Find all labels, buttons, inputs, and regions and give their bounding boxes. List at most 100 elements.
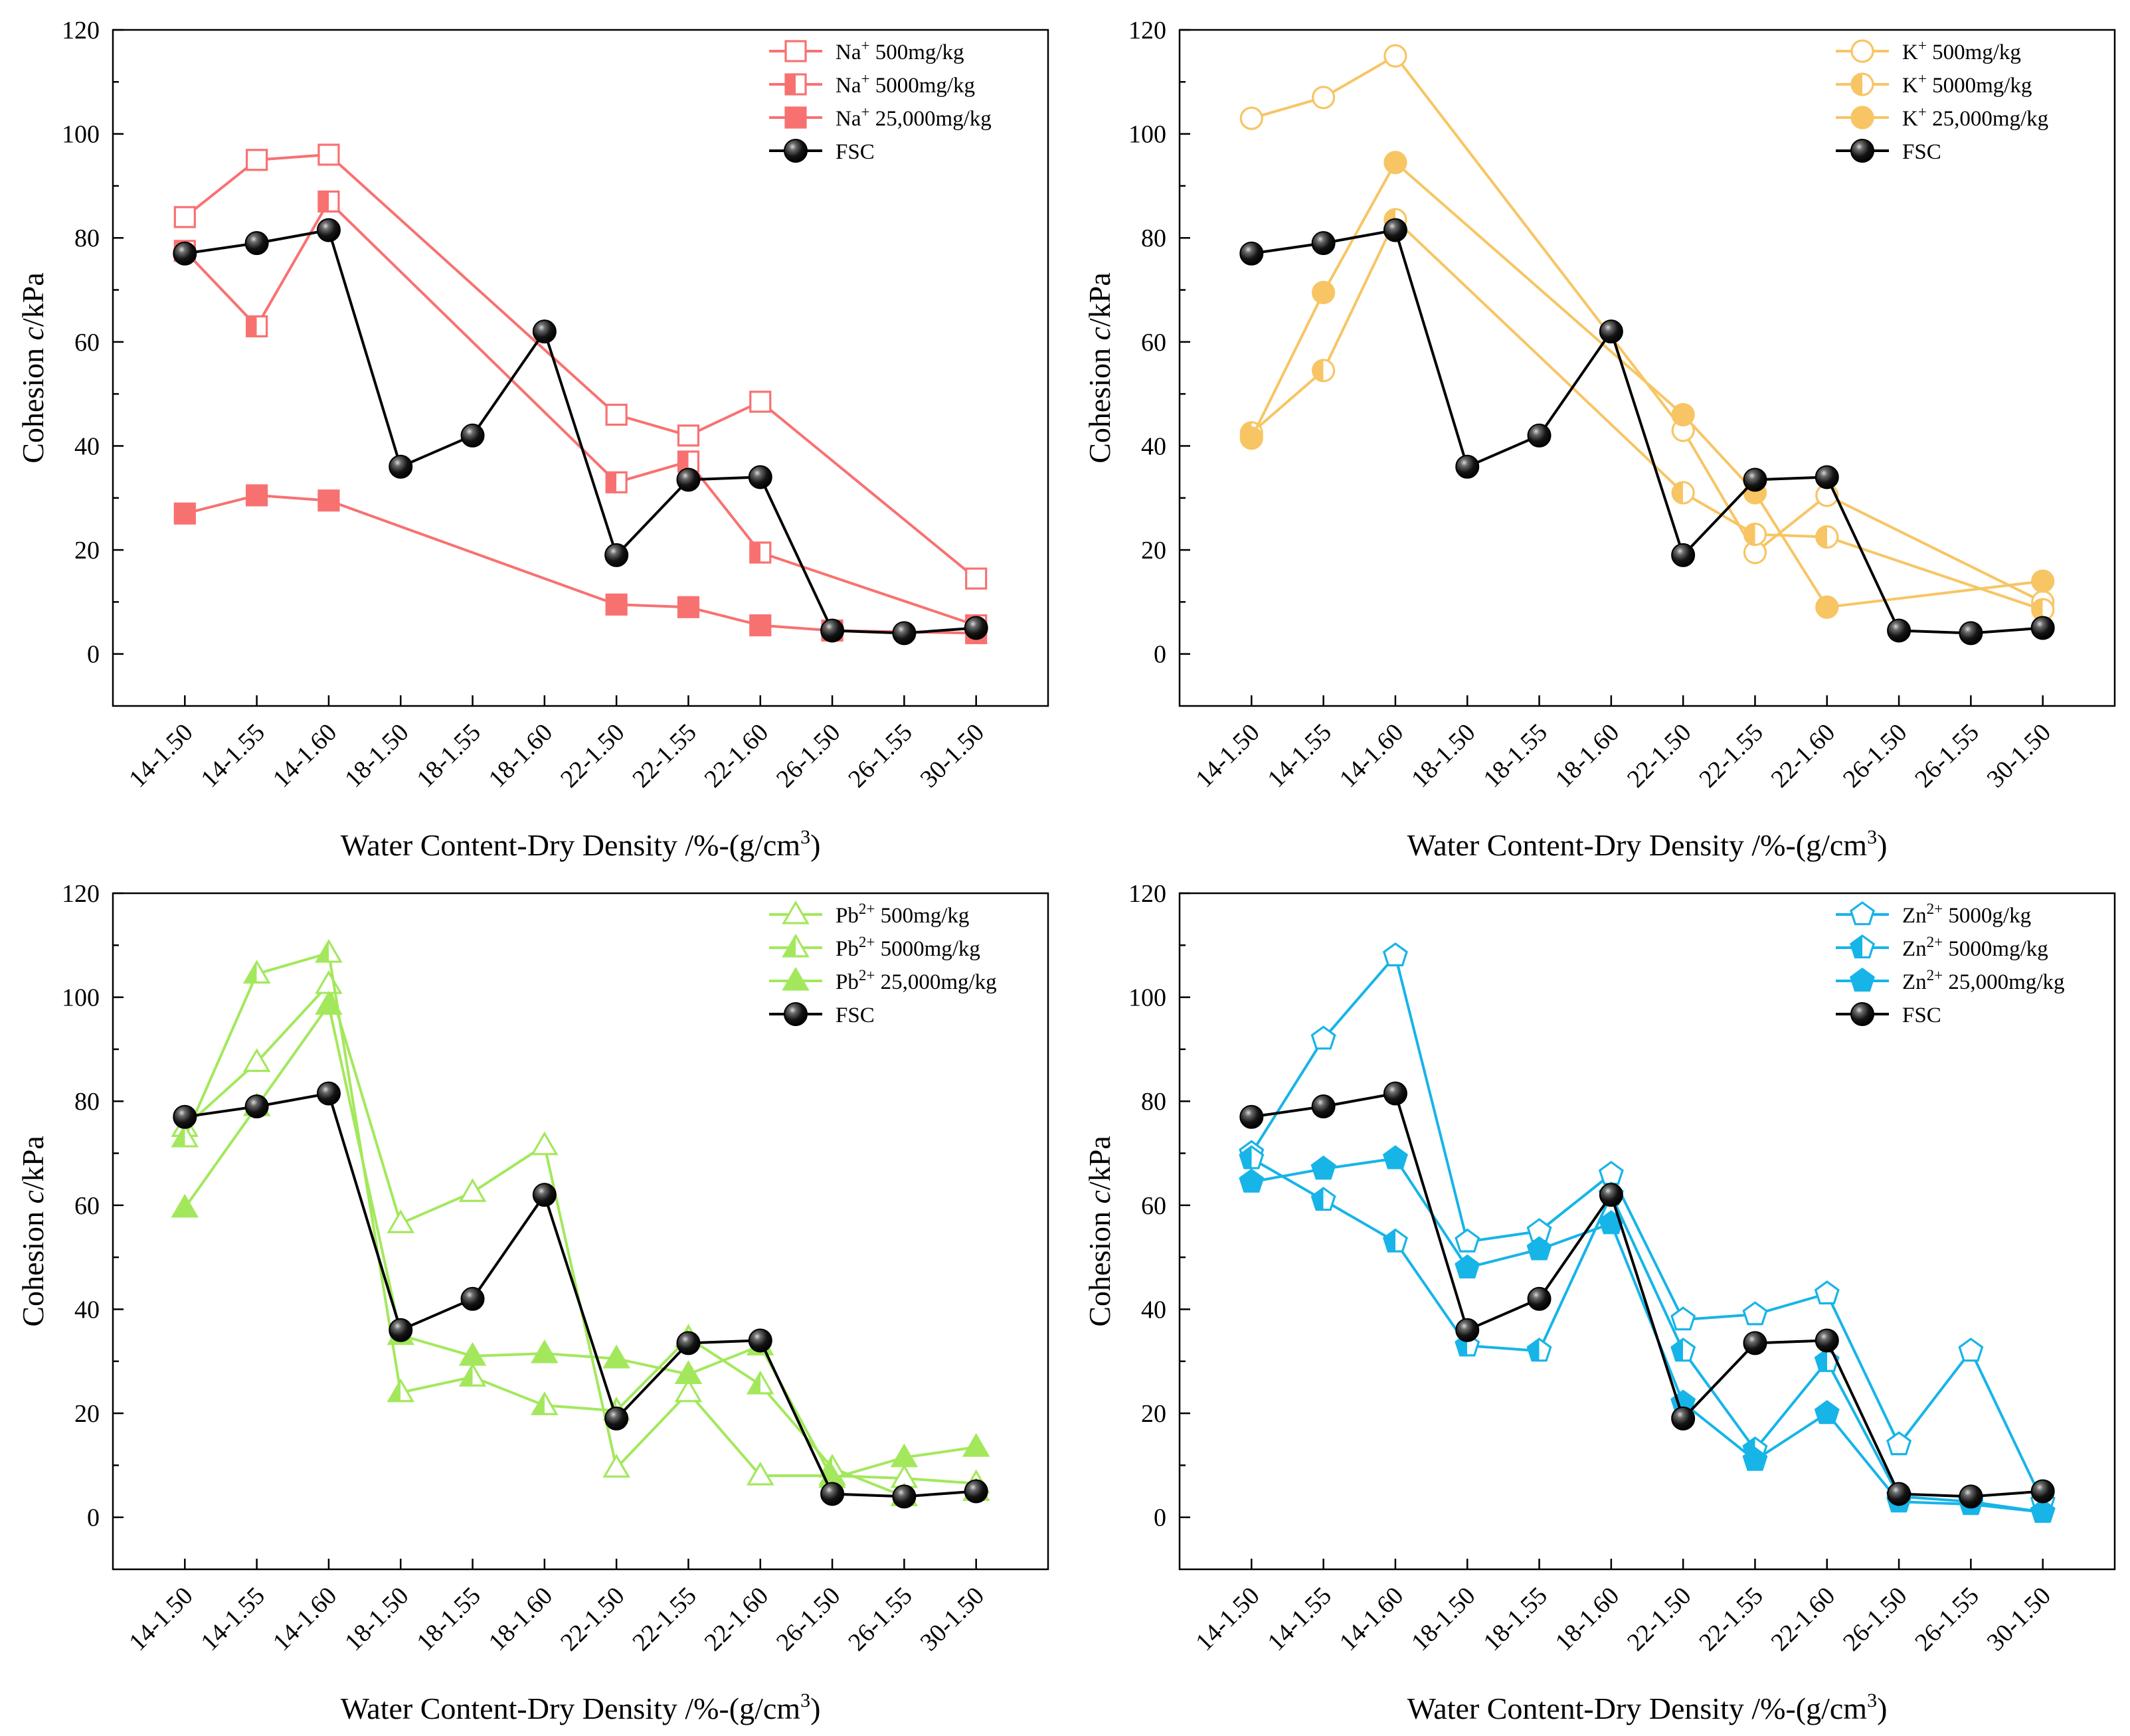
plot-frame xyxy=(1178,892,2116,1571)
x-axis-title-main: Water Content-Dry Density /%-(g/cm xyxy=(1407,1692,1868,1725)
legend-charge: 2+ xyxy=(859,901,875,917)
data-point xyxy=(532,319,557,344)
data-point xyxy=(820,618,845,643)
y-tick-label: 100 xyxy=(62,121,100,149)
data-point xyxy=(242,1048,271,1073)
data-point xyxy=(242,960,271,984)
y-axis-title-unit: /kPa xyxy=(1083,272,1116,327)
x-tick-label: 22-1.60 xyxy=(699,1582,774,1657)
legend-charge: 2+ xyxy=(859,934,875,950)
x-tick-label: 22-1.55 xyxy=(627,1582,702,1657)
y-axis-title: Cohesion c/kPa xyxy=(16,272,50,463)
legend-marker xyxy=(1850,72,1874,96)
data-point xyxy=(1887,1482,1911,1506)
legend-label: Pb2+ 25,000mg/kg xyxy=(836,967,997,994)
data-point xyxy=(748,1328,772,1353)
series-line xyxy=(1250,954,2044,1503)
x-axis-title-sup: 3 xyxy=(800,826,810,848)
series-na-0 xyxy=(173,143,988,590)
y-tick-label: 100 xyxy=(62,984,100,1012)
data-point xyxy=(746,1370,774,1395)
legend-marker xyxy=(784,40,807,62)
x-tick-label: 18-1.55 xyxy=(1478,1582,1553,1657)
y-tick-label: 0 xyxy=(87,1504,100,1532)
data-point xyxy=(171,1123,199,1148)
data-point xyxy=(1383,44,1407,68)
x-tick-label: 14-1.50 xyxy=(124,1582,199,1657)
data-point xyxy=(531,1391,559,1415)
data-point xyxy=(244,1094,269,1119)
y-tick-label: 60 xyxy=(1141,1192,1166,1220)
series-k-1 xyxy=(1239,208,2055,622)
data-point xyxy=(749,614,772,637)
data-point xyxy=(458,1342,487,1366)
y-tick-label: 40 xyxy=(1141,432,1166,460)
series-line xyxy=(1251,1092,2043,1498)
legend-item: Pb2+ 25,000mg/kg xyxy=(769,966,997,994)
series-line xyxy=(1251,54,2044,604)
legend-item: Na+ 5000mg/kg xyxy=(769,70,975,98)
data-point xyxy=(1670,1338,1696,1362)
legend-charge: 2+ xyxy=(859,967,875,984)
x-tick-label: 26-1.50 xyxy=(771,719,846,794)
legend-text: 5000mg/kg xyxy=(869,74,975,98)
y-tick-label: 40 xyxy=(74,1296,100,1324)
legend-item: K+ 25,000mg/kg xyxy=(1836,104,2048,131)
x-tick-label: 22-1.50 xyxy=(555,1582,630,1657)
legend-text: 25,000mg/kg xyxy=(1927,107,2048,131)
data-point xyxy=(1311,231,1336,256)
y-tick-label: 80 xyxy=(1141,224,1166,252)
y-tick-label: 20 xyxy=(1141,1400,1166,1428)
x-tick-label: 18-1.50 xyxy=(1406,719,1481,794)
y-tick-label: 60 xyxy=(74,1192,100,1220)
legend-ion: Pb xyxy=(836,970,859,994)
series-line xyxy=(1251,1157,2043,1514)
data-point xyxy=(604,1406,629,1431)
y-tick-label: 0 xyxy=(87,641,100,669)
series-line xyxy=(184,493,976,635)
data-point xyxy=(460,1286,485,1311)
legend-item: FSC xyxy=(769,1002,875,1027)
x-axis-title: Water Content-Dry Density /%-(g/cm3) xyxy=(1407,1690,1888,1725)
legend-charge: 2+ xyxy=(1927,934,1943,950)
data-point xyxy=(173,206,196,228)
legend-ion: Na xyxy=(836,74,861,98)
data-point xyxy=(316,1081,341,1106)
chart-panel-na: 02040608010012014-1.5014-1.5514-1.6018-1… xyxy=(16,17,1049,862)
data-point xyxy=(1382,1145,1408,1170)
series-line xyxy=(1251,1157,2043,1514)
data-point xyxy=(748,465,772,489)
data-point xyxy=(964,616,988,640)
data-point xyxy=(677,424,700,447)
legend-ion: Zn xyxy=(1902,937,1927,961)
legend-marker xyxy=(1850,139,1874,163)
data-point xyxy=(1959,621,1983,646)
data-point xyxy=(2030,1479,2055,1504)
series-line xyxy=(1251,228,2043,635)
data-point xyxy=(1239,241,1264,266)
y-tick-label: 20 xyxy=(74,537,100,564)
x-tick-label: 18-1.60 xyxy=(1550,719,1625,794)
legend-ion: Pb xyxy=(836,937,859,961)
y-axis-title-main: Cohesion xyxy=(1083,1203,1116,1326)
x-axis-title: Water Content-Dry Density /%-(g/cm3) xyxy=(341,1690,821,1725)
data-point xyxy=(1599,319,1623,344)
y-axis-title-var: c xyxy=(16,1190,50,1203)
data-point xyxy=(1526,1236,1552,1260)
legend-label: Na+ 500mg/kg xyxy=(836,37,964,64)
legend-label: Zn2+ 5000mg/kg xyxy=(1902,934,2048,961)
data-point xyxy=(1382,1228,1408,1253)
legend-marker xyxy=(1850,106,1874,130)
data-point xyxy=(1239,106,1263,130)
x-axis-title-end: ) xyxy=(810,1692,820,1725)
x-tick-label: 18-1.55 xyxy=(411,719,486,794)
legend-item: K+ 500mg/kg xyxy=(1836,37,2021,64)
legend-label: Zn2+ 5000g/kg xyxy=(1902,901,2031,928)
legend-charge: 2+ xyxy=(1927,901,1943,917)
data-point xyxy=(1814,1280,1840,1305)
legend-text: 5000mg/kg xyxy=(1927,74,2032,98)
legend-ion: Na xyxy=(836,41,861,64)
series-zn-2 xyxy=(1239,1145,2056,1523)
